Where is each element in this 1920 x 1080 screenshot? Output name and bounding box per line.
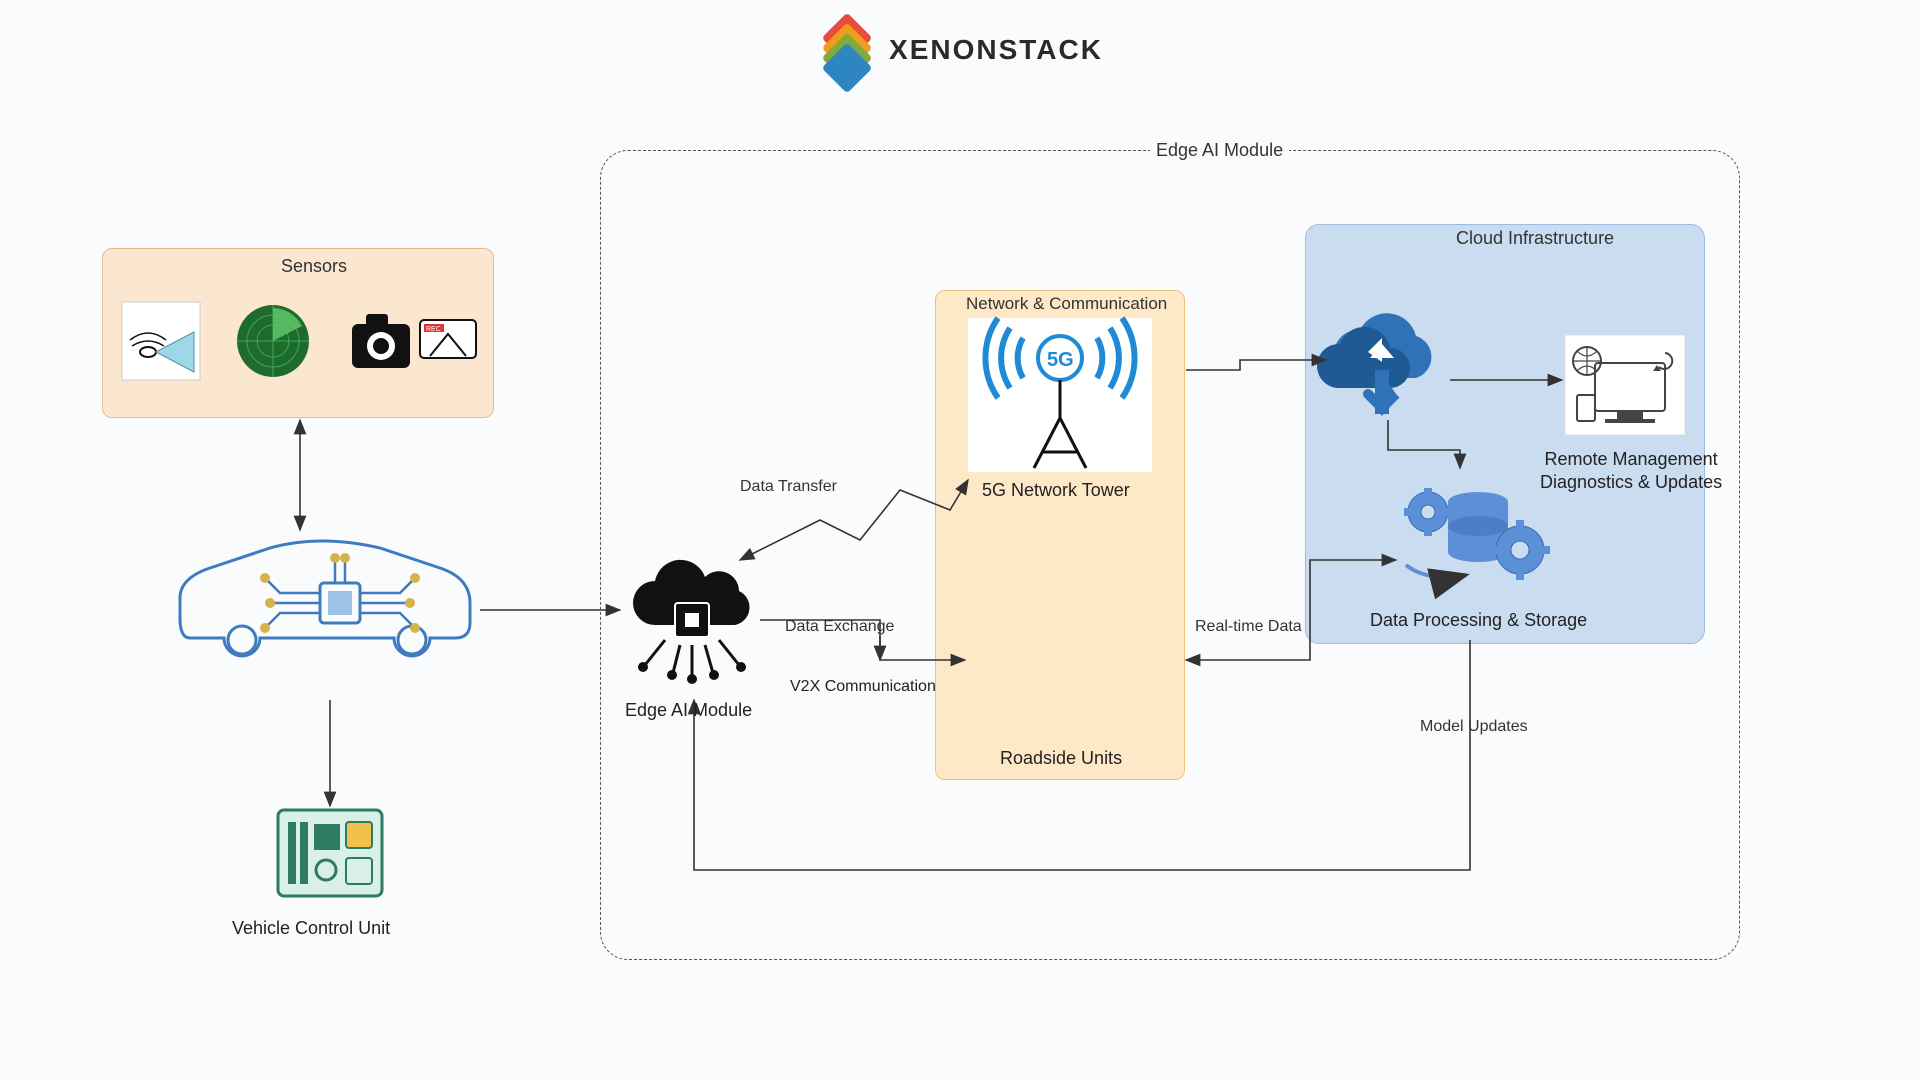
network-container	[935, 290, 1185, 780]
v2x-label: V2X Communication	[790, 678, 936, 696]
vcu-icon	[278, 810, 382, 896]
edge-ai-node-label: Edge AI Module	[625, 700, 752, 721]
edge-label-data-exchange: Data Exchange	[785, 618, 894, 636]
brand-logo: XENONSTACK	[817, 20, 1103, 80]
logo-stack-icon	[817, 20, 877, 80]
car-icon	[180, 541, 470, 656]
edge-label-realtime: Real-time Data	[1195, 618, 1302, 636]
vcu-label: Vehicle Control Unit	[232, 918, 390, 939]
tower-5g-label: 5G Network Tower	[982, 480, 1130, 501]
data-processing-label: Data Processing & Storage	[1370, 610, 1587, 631]
edge-label-model-updates: Model Updates	[1420, 718, 1528, 736]
network-title: Network & Communication	[960, 294, 1173, 314]
cloud-title: Cloud Infrastructure	[1450, 228, 1620, 249]
edge-ai-module-title: Edge AI Module	[1150, 140, 1289, 161]
sensors-title: Sensors	[275, 256, 353, 277]
brand-name: XENONSTACK	[889, 34, 1103, 66]
cloud-container	[1305, 224, 1705, 644]
edge-label-data-transfer: Data Transfer	[740, 478, 837, 496]
roadside-label: Roadside Units	[1000, 748, 1122, 769]
remote-label: Remote Management Diagnostics & Updates	[1540, 448, 1722, 495]
